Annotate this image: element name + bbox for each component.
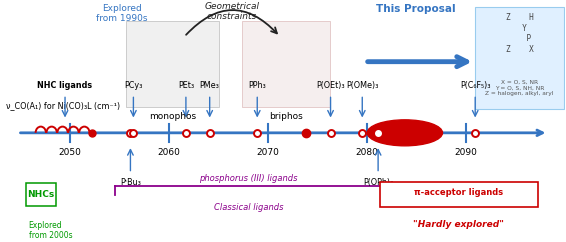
Text: PMe₃: PMe₃ [200, 81, 220, 90]
Text: phosphorus (III) ligands: phosphorus (III) ligands [199, 174, 298, 182]
Text: ν_CO(A₁) for Ni(CO)₃L (cm⁻¹): ν_CO(A₁) for Ni(CO)₃L (cm⁻¹) [6, 101, 121, 110]
Ellipse shape [367, 120, 443, 146]
Text: NHCs: NHCs [27, 190, 54, 199]
Text: 2050: 2050 [58, 148, 82, 157]
FancyBboxPatch shape [126, 21, 220, 107]
Text: P(C₆F₅)₃: P(C₆F₅)₃ [460, 81, 491, 90]
Text: P(OEt)₃: P(OEt)₃ [316, 81, 345, 90]
Text: Geometrical
constraints: Geometrical constraints [205, 2, 260, 21]
Text: P(OMe)₃: P(OMe)₃ [346, 81, 379, 90]
Text: 2090: 2090 [455, 148, 478, 157]
Text: 2080: 2080 [356, 148, 379, 157]
Text: Classical ligands: Classical ligands [213, 203, 283, 212]
Text: PPh₃: PPh₃ [248, 81, 266, 90]
Text: monophos: monophos [149, 113, 196, 121]
FancyBboxPatch shape [380, 182, 538, 207]
Text: This Proposal: This Proposal [376, 4, 456, 14]
Text: π-acceptor ligands: π-acceptor ligands [414, 188, 503, 197]
Text: PEt₃: PEt₃ [178, 81, 194, 90]
Text: PCy₃: PCy₃ [124, 81, 143, 90]
Text: P(OPh)₃: P(OPh)₃ [363, 178, 393, 187]
Text: "Hardly explored": "Hardly explored" [413, 220, 504, 229]
Text: Explored
from 1990s: Explored from 1990s [96, 4, 148, 23]
FancyBboxPatch shape [26, 182, 56, 206]
Text: 2070: 2070 [257, 148, 280, 157]
FancyBboxPatch shape [475, 8, 564, 109]
Text: Z    H
  Y
    P
Z    X: Z H Y P Z X [505, 13, 533, 53]
FancyBboxPatch shape [242, 21, 329, 107]
Text: briphos: briphos [269, 113, 303, 121]
Text: X = O, S, NR
Y = O, S, NH, NR
Z = halogen, alkyl, aryl: X = O, S, NR Y = O, S, NH, NR Z = haloge… [486, 80, 554, 96]
Text: NHC ligands: NHC ligands [37, 81, 93, 90]
Text: 2060: 2060 [157, 148, 181, 157]
Text: PᵗBu₃: PᵗBu₃ [120, 178, 141, 187]
Text: Explored
from 2000s: Explored from 2000s [29, 221, 72, 240]
